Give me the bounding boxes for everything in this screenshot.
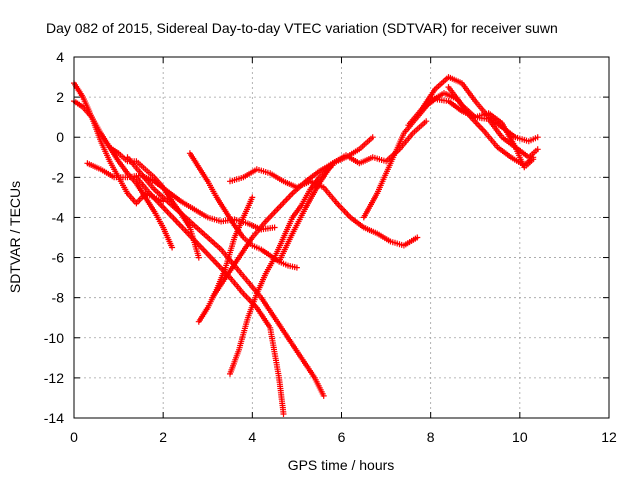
y-tick-label: 2 (56, 89, 64, 105)
x-tick-label: 10 (512, 429, 528, 445)
series-14-markers (418, 74, 541, 145)
series-13-markers (360, 90, 537, 221)
x-tick-label: 12 (601, 429, 617, 445)
series-6-markers (133, 174, 287, 417)
x-axis-ticks: 0 2 4 6 8 10 12 (70, 57, 617, 445)
series-1-markers (71, 98, 176, 251)
x-axis-label: GPS time / hours (288, 457, 395, 473)
x-tick-label: 4 (248, 429, 256, 445)
y-tick-label: 4 (56, 49, 64, 65)
y-tick-label: -6 (52, 250, 65, 266)
y-axis-label: SDTVAR / TECUs (7, 181, 23, 293)
x-tick-label: 8 (427, 429, 435, 445)
y-tick-label: -10 (44, 330, 64, 346)
y-tick-label: -2 (52, 169, 65, 185)
y-tick-label: 0 (56, 129, 64, 145)
y-tick-label: -8 (52, 290, 65, 306)
y-tick-label: -4 (52, 209, 65, 225)
x-tick-label: 6 (338, 429, 346, 445)
series-5-markers (124, 154, 327, 399)
series-10-markers (227, 162, 336, 377)
grid-lines (74, 57, 609, 418)
data-series (71, 74, 541, 417)
chart-title: Day 082 of 2015, Sidereal Day-to-day VTE… (46, 20, 558, 36)
y-tick-label: -14 (44, 410, 64, 426)
y-tick-label: -12 (44, 370, 64, 386)
series-16-markers (445, 84, 541, 161)
x-tick-label: 2 (159, 429, 167, 445)
y-axis-ticks: 4 2 0 -2 -4 -6 -8 -10 -12 -14 (44, 49, 609, 426)
series-12-markers (276, 118, 430, 265)
x-tick-label: 0 (70, 429, 78, 445)
